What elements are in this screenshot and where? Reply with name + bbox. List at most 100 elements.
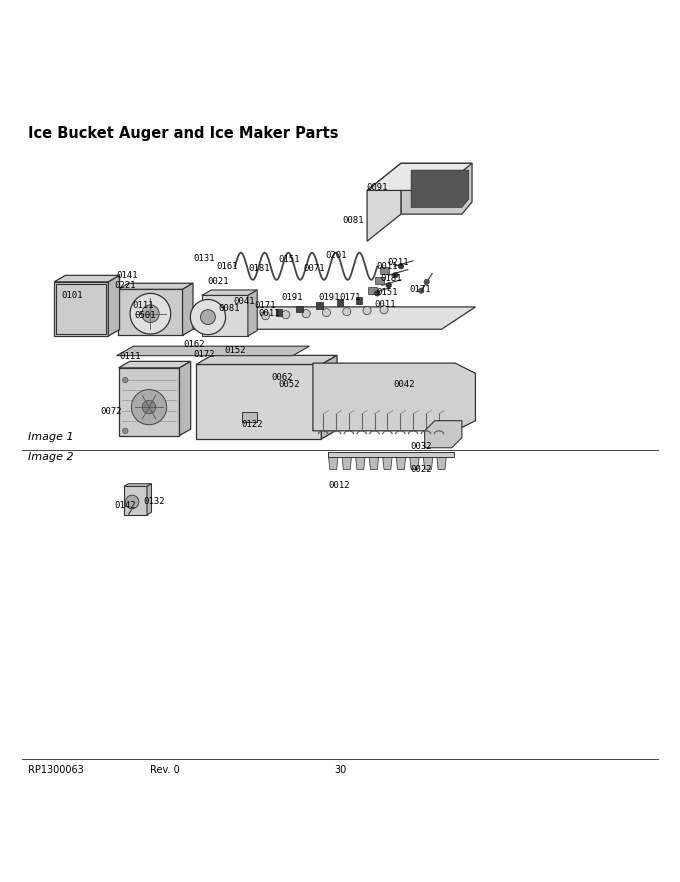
Polygon shape: [196, 364, 322, 439]
Polygon shape: [248, 290, 257, 336]
Bar: [356, 296, 362, 303]
Text: Image 2: Image 2: [29, 452, 74, 462]
Text: 0161: 0161: [217, 262, 238, 271]
Polygon shape: [313, 363, 475, 430]
Bar: [242, 412, 257, 422]
Text: 0172: 0172: [194, 350, 216, 359]
Polygon shape: [369, 457, 379, 469]
Polygon shape: [118, 289, 182, 335]
Text: 0191: 0191: [282, 293, 303, 302]
Polygon shape: [202, 295, 248, 336]
Circle shape: [386, 282, 392, 288]
Text: 0171: 0171: [339, 293, 361, 302]
Circle shape: [142, 400, 156, 414]
Circle shape: [190, 300, 226, 334]
Polygon shape: [180, 362, 190, 436]
Text: 0071: 0071: [303, 264, 325, 273]
Circle shape: [424, 279, 429, 285]
Circle shape: [375, 291, 380, 296]
Polygon shape: [437, 457, 446, 469]
Polygon shape: [423, 457, 432, 469]
Polygon shape: [410, 457, 420, 469]
Polygon shape: [118, 368, 180, 436]
Text: 0011: 0011: [258, 309, 279, 318]
Polygon shape: [367, 163, 472, 191]
Polygon shape: [401, 163, 472, 214]
Text: 0012: 0012: [328, 482, 350, 490]
Polygon shape: [124, 483, 152, 486]
Circle shape: [125, 495, 139, 509]
Text: 0201: 0201: [326, 251, 347, 260]
Text: 0081: 0081: [218, 304, 239, 313]
Polygon shape: [54, 275, 120, 282]
Polygon shape: [396, 457, 406, 469]
Text: 0151: 0151: [278, 255, 300, 264]
Bar: [296, 305, 303, 312]
Circle shape: [131, 390, 167, 425]
Text: 0101: 0101: [62, 291, 83, 300]
Text: 0022: 0022: [411, 465, 432, 474]
Circle shape: [419, 288, 424, 294]
Polygon shape: [202, 290, 257, 295]
Polygon shape: [411, 170, 469, 207]
Polygon shape: [424, 421, 462, 448]
Text: 0021: 0021: [207, 277, 229, 287]
Polygon shape: [108, 275, 120, 336]
Circle shape: [282, 310, 290, 318]
Bar: [316, 303, 323, 309]
Polygon shape: [124, 486, 147, 515]
Bar: [275, 309, 282, 316]
Circle shape: [393, 273, 398, 278]
Polygon shape: [54, 282, 108, 336]
Text: 0151: 0151: [377, 288, 398, 296]
Text: 0152: 0152: [224, 347, 245, 355]
Text: 0032: 0032: [411, 442, 432, 451]
Text: 0132: 0132: [143, 497, 165, 506]
Circle shape: [122, 428, 128, 434]
Bar: [380, 267, 390, 273]
Circle shape: [130, 294, 171, 334]
Circle shape: [302, 310, 310, 318]
Text: 0011: 0011: [375, 300, 396, 309]
Polygon shape: [367, 163, 401, 241]
Text: 0111: 0111: [119, 352, 141, 361]
Bar: [337, 300, 343, 306]
Bar: [368, 288, 377, 294]
Text: 0062: 0062: [272, 373, 293, 382]
Circle shape: [380, 306, 388, 314]
Polygon shape: [118, 362, 190, 368]
Bar: [375, 277, 384, 284]
Text: 0131: 0131: [194, 254, 216, 264]
Polygon shape: [328, 457, 338, 469]
Text: 0111: 0111: [133, 301, 154, 310]
Text: 0052: 0052: [278, 380, 300, 389]
Text: 0122: 0122: [241, 420, 262, 430]
Text: Ice Bucket Auger and Ice Maker Parts: Ice Bucket Auger and Ice Maker Parts: [29, 126, 339, 141]
Circle shape: [343, 308, 351, 316]
Text: 0171: 0171: [255, 301, 276, 310]
Text: 0191: 0191: [318, 293, 340, 302]
Text: 0162: 0162: [183, 340, 205, 348]
Circle shape: [363, 307, 371, 315]
Text: 0221: 0221: [114, 280, 135, 290]
Polygon shape: [182, 283, 193, 335]
Circle shape: [201, 310, 216, 325]
Polygon shape: [383, 457, 392, 469]
Polygon shape: [118, 283, 193, 289]
Polygon shape: [196, 355, 337, 364]
Text: RP1300063: RP1300063: [29, 765, 84, 774]
Polygon shape: [120, 307, 475, 329]
Circle shape: [261, 311, 269, 320]
Text: 0141: 0141: [116, 271, 137, 280]
Text: 0042: 0042: [393, 380, 414, 389]
Polygon shape: [356, 457, 365, 469]
Text: Rev. 0: Rev. 0: [150, 765, 180, 774]
Text: Image 1: Image 1: [29, 431, 74, 442]
Text: 0011: 0011: [377, 262, 398, 271]
Circle shape: [398, 264, 404, 269]
Text: 0091: 0091: [367, 183, 388, 191]
Circle shape: [122, 377, 128, 383]
Polygon shape: [116, 347, 309, 355]
Polygon shape: [342, 457, 352, 469]
Text: 0041: 0041: [233, 297, 254, 306]
